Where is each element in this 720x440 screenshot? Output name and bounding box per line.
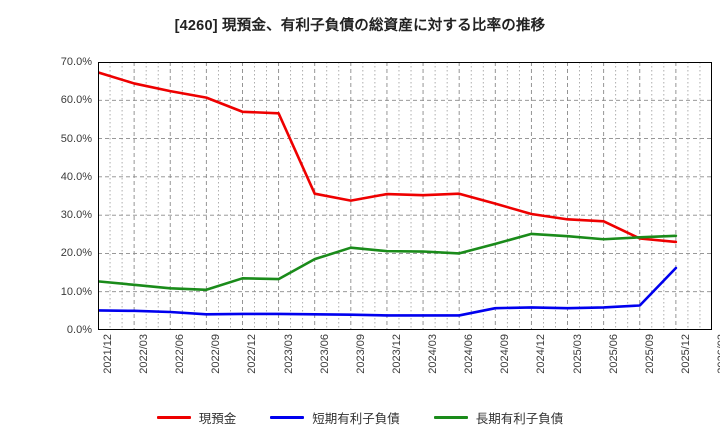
y-tick-label: 0.0%: [66, 324, 92, 336]
minor-gridlines: [109, 62, 701, 330]
x-tick-label: 2024/12: [535, 334, 548, 374]
x-tick-label: 2021/12: [102, 334, 114, 374]
x-tick-label: 2022/03: [138, 334, 151, 374]
y-axis: 0.0% 10.0% 20.0% 30.0% 40.0% 50.0% 60.0% 70.0%: [30, 56, 92, 336]
x-tick-label: 2023/09: [354, 334, 367, 374]
series-line: [98, 71, 678, 244]
y-tick-label: 40.0%: [60, 170, 92, 183]
x-tick-label: 2023/12: [390, 334, 403, 374]
y-tick-label: 50.0%: [60, 132, 92, 145]
series-line: [98, 232, 678, 292]
y-tick-label: 10.0%: [60, 285, 92, 298]
series-line: [98, 266, 678, 317]
x-tick-label: 2022/09: [210, 334, 223, 374]
x-tick-label: 2024/06: [463, 334, 476, 374]
legend-line-icon: [270, 416, 305, 419]
plot-border: [98, 62, 712, 330]
y-tick-label: 70.0%: [60, 56, 92, 68]
x-tick-label: 2024/03: [427, 334, 440, 374]
major-gridlines: [98, 62, 712, 330]
x-tick-label: 2023/03: [282, 334, 295, 374]
plot-area: [98, 62, 712, 330]
x-tick-label: 2023/06: [318, 334, 331, 374]
legend-label: 短期有利子負債: [312, 412, 400, 426]
series-lines: [98, 71, 678, 317]
legend-label: 長期有利子負債: [475, 412, 564, 426]
x-tick-label: 2026/03: [716, 334, 720, 374]
x-tick-label: 2025/09: [643, 334, 656, 374]
x-tick-label: 2025/03: [571, 334, 584, 374]
plot-svg: [98, 62, 712, 330]
legend-label: 現預金: [198, 412, 237, 426]
x-tick-label: 2022/06: [174, 334, 187, 374]
y-tick-label: 60.0%: [60, 94, 92, 107]
chart-title: [4260] 現預金、有利子負債の総資産に対する比率の推移: [174, 18, 546, 34]
legend-entry[interactable]: 長期有利子負債: [433, 408, 564, 427]
x-tick-label: 2024/09: [499, 334, 512, 374]
legend-line-icon: [156, 416, 191, 419]
legend-entry[interactable]: 現預金: [156, 408, 237, 427]
x-tick-label: 2025/12: [679, 334, 692, 374]
y-tick-label: 30.0%: [60, 209, 92, 222]
x-axis: 2021/12 2022/03 2022/06 2022/09 2022/12 2023/…: [98, 334, 720, 400]
y-tick-label: 20.0%: [60, 247, 92, 260]
legend-entry[interactable]: 短期有利子負債: [270, 408, 400, 427]
x-tick-label: 2022/12: [246, 334, 259, 374]
chart-legend: 現預金 短期有利子負債 長期有利子負債: [0, 408, 720, 427]
x-tick-label: 2025/06: [607, 334, 620, 374]
legend-line-icon: [433, 416, 468, 419]
